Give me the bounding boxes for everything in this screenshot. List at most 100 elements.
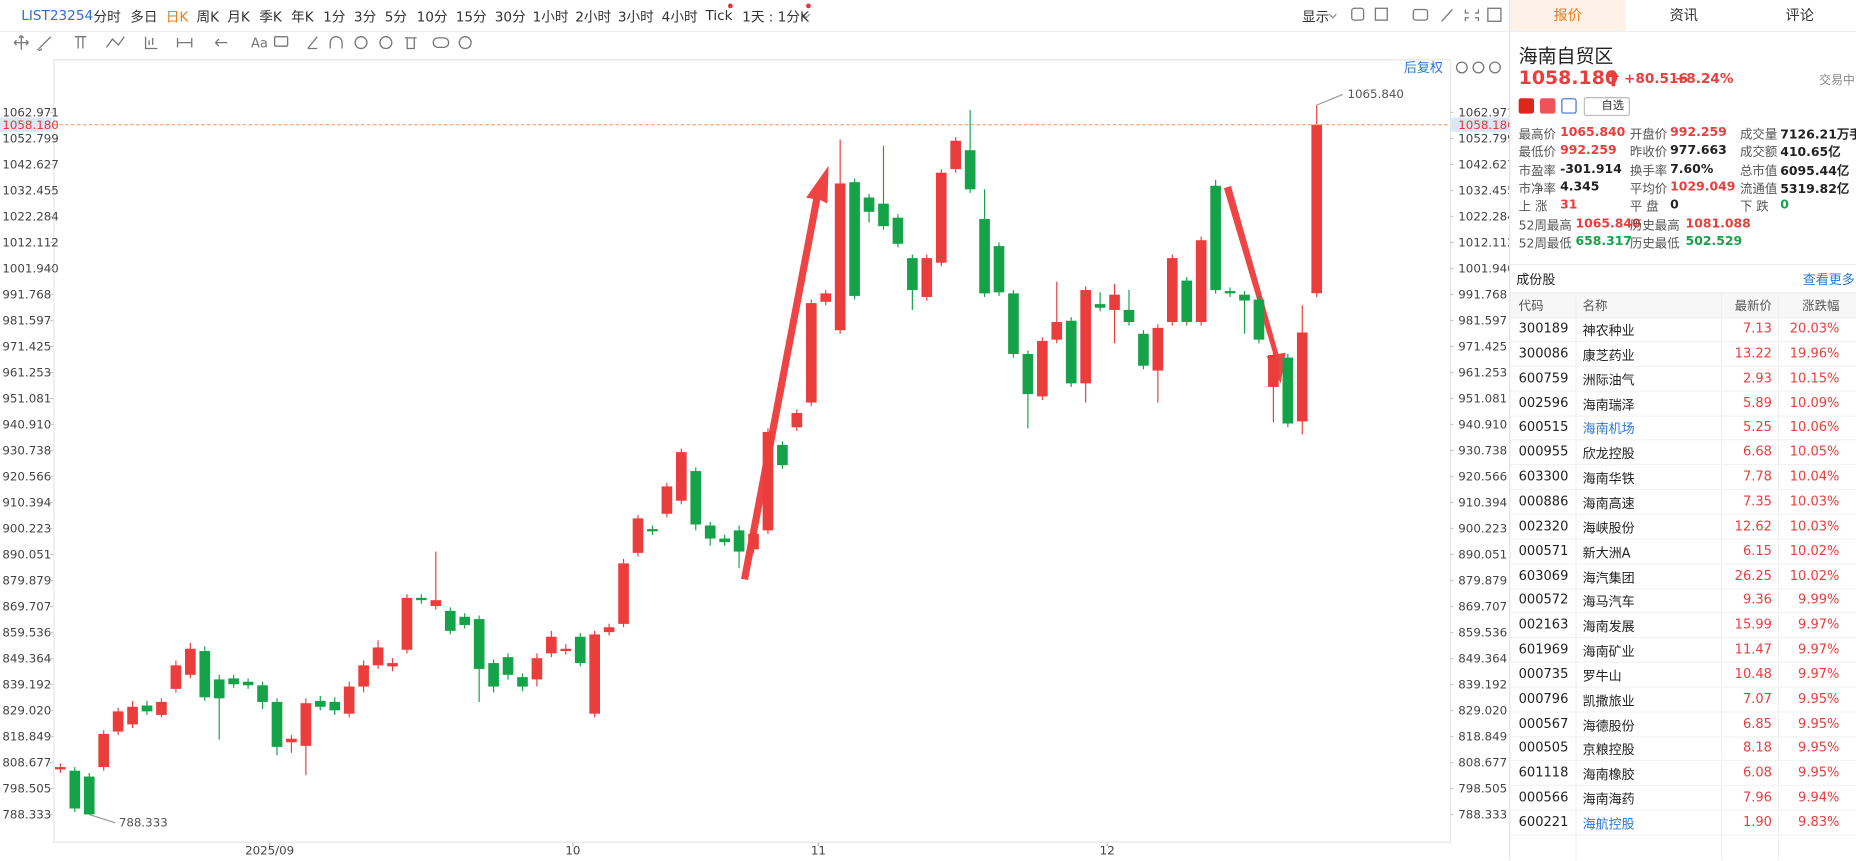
y-tick-label: 1042.627 (1458, 158, 1509, 172)
lock-tool[interactable] (379, 36, 393, 50)
stock-name[interactable]: 海马汽车 (1582, 594, 1635, 610)
measure-tool[interactable] (144, 36, 158, 50)
period-tab[interactable]: 分时 (93, 8, 121, 25)
stock-change: 9.95% (1798, 740, 1840, 756)
period-tab[interactable]: 4小时 (661, 8, 698, 25)
period-tab[interactable]: 15分 (455, 8, 487, 25)
candle-body (1065, 320, 1077, 384)
stock-name[interactable]: 海南机场 (1582, 421, 1635, 438)
candle-body (805, 303, 817, 403)
adjust-label[interactable]: 后复权 (1404, 60, 1443, 76)
stock-name[interactable]: 罗牛山 (1582, 668, 1622, 685)
symbol[interactable]: LIST23254 (21, 7, 94, 24)
period-tab[interactable]: Tick (705, 7, 733, 24)
period-tab[interactable]: 多日 (130, 8, 158, 25)
stock-name[interactable]: 海峡股份 (1582, 520, 1635, 536)
more-link[interactable]: 查看更多 (1802, 272, 1855, 288)
stock-name[interactable]: 海南高速 (1582, 495, 1635, 512)
display-menu[interactable]: 显示 (1302, 8, 1330, 25)
period-tab[interactable]: 3小时 (617, 8, 654, 25)
candle-body (791, 413, 803, 428)
note-tool[interactable] (273, 36, 289, 47)
period-tab[interactable]: 月K (227, 8, 250, 25)
arrow-tool[interactable] (214, 38, 228, 47)
stock-change: 9.95% (1798, 715, 1840, 732)
stock-name[interactable]: 海南瑞泽 (1582, 397, 1635, 413)
stock-name[interactable]: 新大洲A (1582, 545, 1631, 561)
channel-tool[interactable] (74, 36, 87, 49)
period-tab[interactable]: 季K (259, 8, 282, 25)
column-header[interactable]: 最新价 (1734, 299, 1772, 314)
stock-name[interactable]: 海汽集团 (1582, 569, 1635, 586)
panel-tab[interactable]: 报价 (1510, 0, 1626, 31)
reset-button[interactable] (1455, 61, 1468, 74)
candle-body (1109, 294, 1120, 310)
period-tab[interactable]: 30分 (494, 8, 526, 25)
stock-price: 15.99 (1734, 616, 1772, 633)
line-tool[interactable] (37, 36, 52, 51)
candle-body (1195, 240, 1207, 323)
move-tool[interactable] (13, 35, 29, 50)
badge-dot (727, 3, 733, 9)
column-header[interactable]: 代码 (1518, 299, 1544, 314)
stock-name[interactable]: 海南橡胶 (1582, 767, 1635, 783)
period-tab[interactable]: 5分 (384, 8, 407, 25)
watch-button[interactable]: 自选 (1583, 97, 1630, 116)
stock-name[interactable]: 海航控股 (1582, 816, 1635, 833)
period-tab[interactable]: 1分 (323, 8, 346, 25)
wave-tool[interactable] (106, 36, 125, 48)
layout-button[interactable] (1374, 7, 1388, 21)
stock-name[interactable]: 洲际油气 (1582, 372, 1635, 388)
panel-toggle[interactable] (1487, 7, 1502, 22)
period-tab[interactable]: 周K (196, 8, 220, 25)
period-tab[interactable]: 年K (291, 8, 314, 25)
settings-tool[interactable] (458, 36, 472, 50)
stock-name[interactable]: 神农种业 (1582, 323, 1635, 339)
zoom-in-button[interactable] (1488, 61, 1501, 74)
range-tool[interactable] (176, 37, 193, 48)
stock-name[interactable]: 海德股份 (1582, 718, 1635, 734)
stock-name[interactable]: 康芝药业 (1582, 347, 1635, 364)
candle-body (1051, 322, 1063, 340)
period-tab[interactable]: 1小时 (532, 8, 569, 25)
row-rule (1510, 587, 1856, 589)
x-tick-label: 11 (811, 844, 826, 858)
column-header[interactable]: 涨跌幅 (1802, 299, 1840, 314)
delete-tool[interactable] (404, 37, 417, 50)
candle-body (1152, 327, 1164, 371)
font-tool[interactable]: Aa (251, 36, 268, 51)
zoom-out-button[interactable] (1472, 61, 1485, 74)
period-tab[interactable]: 1天 : 1分K (742, 8, 809, 25)
hide-tool[interactable] (354, 36, 368, 50)
period-tab[interactable]: 2小时 (575, 8, 612, 25)
stock-price: 9.36 (1742, 592, 1772, 608)
info-icon (1561, 98, 1577, 114)
y-tick-label: 879.879 (1458, 574, 1507, 588)
period-tab[interactable]: 日K (165, 8, 189, 25)
period-tab[interactable]: 10分 (416, 8, 448, 25)
angle-tool[interactable] (307, 36, 318, 50)
row-rule (1510, 414, 1856, 417)
candle-body (1239, 294, 1250, 301)
panel-tab[interactable]: 资讯 (1669, 7, 1698, 24)
period-tab[interactable]: 3分 (353, 8, 377, 25)
y-tick-label: 920.566 (2, 470, 51, 484)
column-header[interactable]: 名称 (1582, 299, 1608, 314)
stock-name[interactable]: 海南矿业 (1582, 643, 1635, 660)
snapshot-button[interactable] (1412, 8, 1429, 21)
stock-name[interactable]: 京粮控股 (1582, 742, 1635, 759)
stock-name[interactable]: 凯撒旅业 (1582, 693, 1635, 709)
divider (1510, 263, 1856, 266)
settings-button[interactable] (1351, 7, 1365, 21)
stock-name[interactable]: 欣龙控股 (1582, 446, 1635, 462)
draw-button[interactable] (1441, 9, 1453, 22)
magnet-tool[interactable] (329, 36, 343, 49)
link-tool[interactable] (432, 37, 450, 48)
panel-tab[interactable]: 评论 (1785, 7, 1814, 24)
stock-change: 9.95% (1798, 765, 1840, 781)
y-tick-label: 818.849 (2, 730, 51, 744)
stock-name[interactable]: 海南发展 (1582, 619, 1635, 635)
stock-name[interactable]: 海南华铁 (1582, 471, 1635, 487)
stock-name[interactable]: 海南海药 (1582, 792, 1635, 808)
fullscreen-button[interactable] (1464, 9, 1480, 22)
